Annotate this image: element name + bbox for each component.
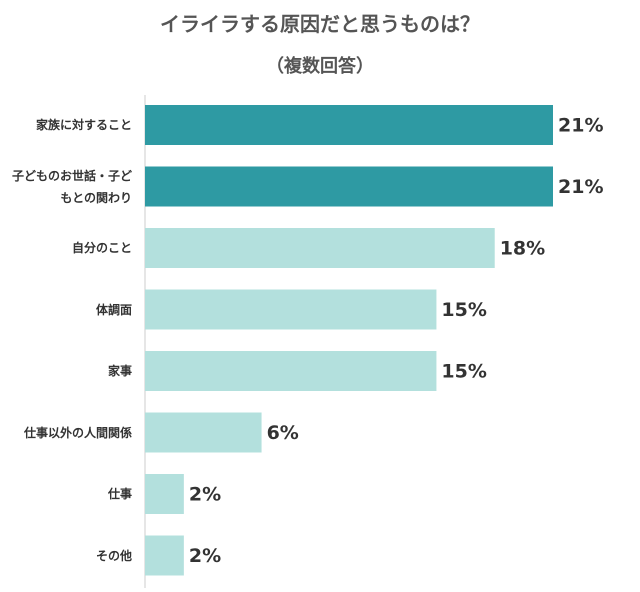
bar — [145, 412, 262, 453]
bar — [145, 351, 437, 391]
category-label: 家事 — [107, 364, 132, 378]
bar — [145, 105, 553, 145]
bar — [145, 289, 437, 330]
chart-subtitle: （複数回答） — [266, 56, 374, 77]
category-label: 自分のこと — [71, 241, 132, 255]
chart-title: イライラする原因だと思うものは？ — [160, 12, 480, 36]
bar — [145, 535, 184, 576]
category-label: 体調面 — [95, 302, 132, 317]
value-label: 21% — [558, 115, 603, 137]
value-label: 21% — [558, 176, 603, 198]
category-label: 家族に対すること — [35, 118, 132, 132]
category-label: 子どものお世話・子どもとの関わり — [11, 168, 132, 205]
bar — [145, 228, 495, 268]
category-label: 仕事以外の人間関係 — [23, 425, 132, 440]
category-label: 仕事 — [107, 487, 132, 501]
bar — [145, 474, 184, 514]
category-label: その他 — [95, 548, 132, 563]
value-label: 6% — [267, 422, 299, 444]
bar — [145, 166, 553, 207]
value-label: 2% — [189, 545, 221, 567]
value-label: 15% — [441, 299, 486, 321]
value-label: 2% — [189, 484, 221, 506]
value-label: 18% — [500, 238, 545, 260]
value-label: 15% — [441, 361, 486, 383]
